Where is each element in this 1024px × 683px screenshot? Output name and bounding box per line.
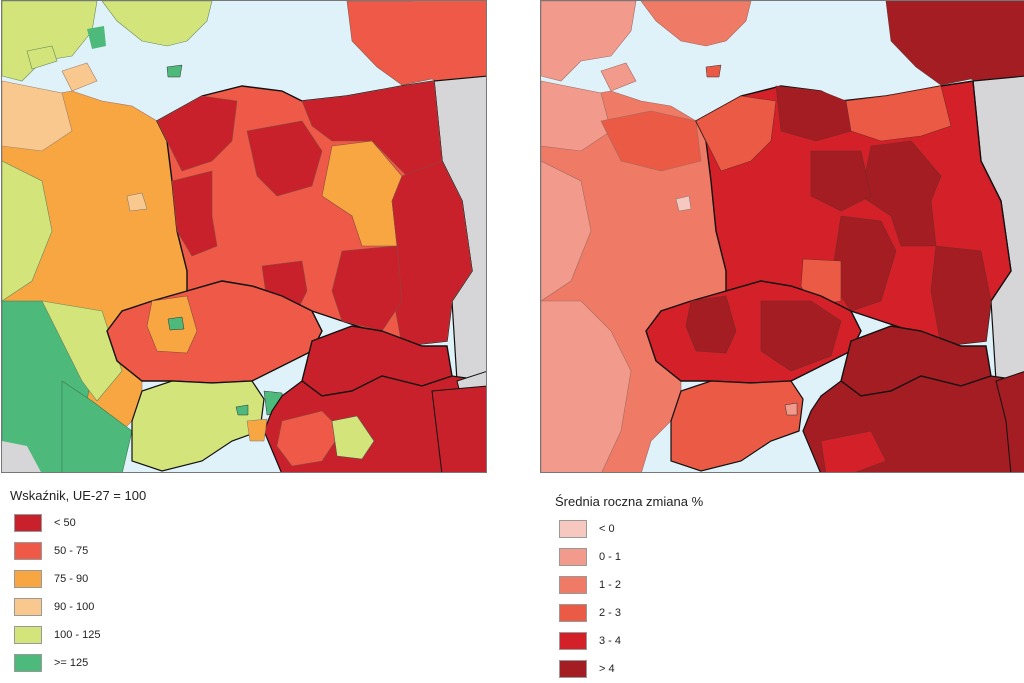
legend-label: 2 - 3 — [599, 607, 622, 619]
legend-label: 1 - 2 — [599, 579, 622, 591]
legend-title: Wskaźnik, UE-27 = 100 — [10, 488, 147, 503]
legend-swatch — [14, 570, 42, 588]
legend-swatch — [559, 520, 587, 538]
legend-item: 100 - 125 — [10, 621, 146, 649]
gdp-index-map — [1, 0, 487, 473]
growth-change-map — [540, 0, 1024, 473]
legend-item: < 0 — [555, 515, 703, 543]
legend-label: 50 - 75 — [54, 545, 89, 557]
legend-swatch — [559, 632, 587, 650]
legend-swatch — [559, 660, 587, 678]
legend-label: 0 - 1 — [599, 551, 622, 563]
legend-item: 50 - 75 — [10, 537, 146, 565]
legend-label: > 4 — [599, 663, 615, 675]
legend-item: 75 - 90 — [10, 565, 146, 593]
legend-swatch — [559, 548, 587, 566]
legend-swatch — [14, 514, 42, 532]
legend-item: > 4 — [555, 655, 703, 683]
legend-swatch — [14, 654, 42, 672]
legend-item: 1 - 2 — [555, 571, 703, 599]
legend-label: < 50 — [54, 517, 76, 529]
legend-swatch — [14, 598, 42, 616]
legend-label: 75 - 90 — [54, 573, 89, 585]
legend-item: 3 - 4 — [555, 627, 703, 655]
legend-swatch — [14, 542, 42, 560]
legend-item: 2 - 3 — [555, 599, 703, 627]
legend-item: 0 - 1 — [555, 543, 703, 571]
legend-label: 3 - 4 — [599, 635, 622, 647]
legend-swatch — [559, 604, 587, 622]
legend-gdp-index: Wskaźnik, UE-27 = 100 < 50 50 - 75 75 - … — [10, 488, 146, 677]
legend-label: >= 125 — [54, 657, 89, 669]
legend-swatch — [14, 626, 42, 644]
legend-swatch — [559, 576, 587, 594]
legend-label: 90 - 100 — [54, 601, 95, 613]
legend-annual-change: Średnia roczna zmiana % < 0 0 - 1 1 - 2 … — [555, 494, 703, 683]
legend-label: < 0 — [599, 523, 615, 535]
legend-item: < 50 — [10, 509, 146, 537]
legend-title: Średnia roczna zmiana % — [555, 494, 704, 509]
legend-item: >= 125 — [10, 649, 146, 677]
legend-label: 100 - 125 — [54, 629, 101, 641]
legend-item: 90 - 100 — [10, 593, 146, 621]
